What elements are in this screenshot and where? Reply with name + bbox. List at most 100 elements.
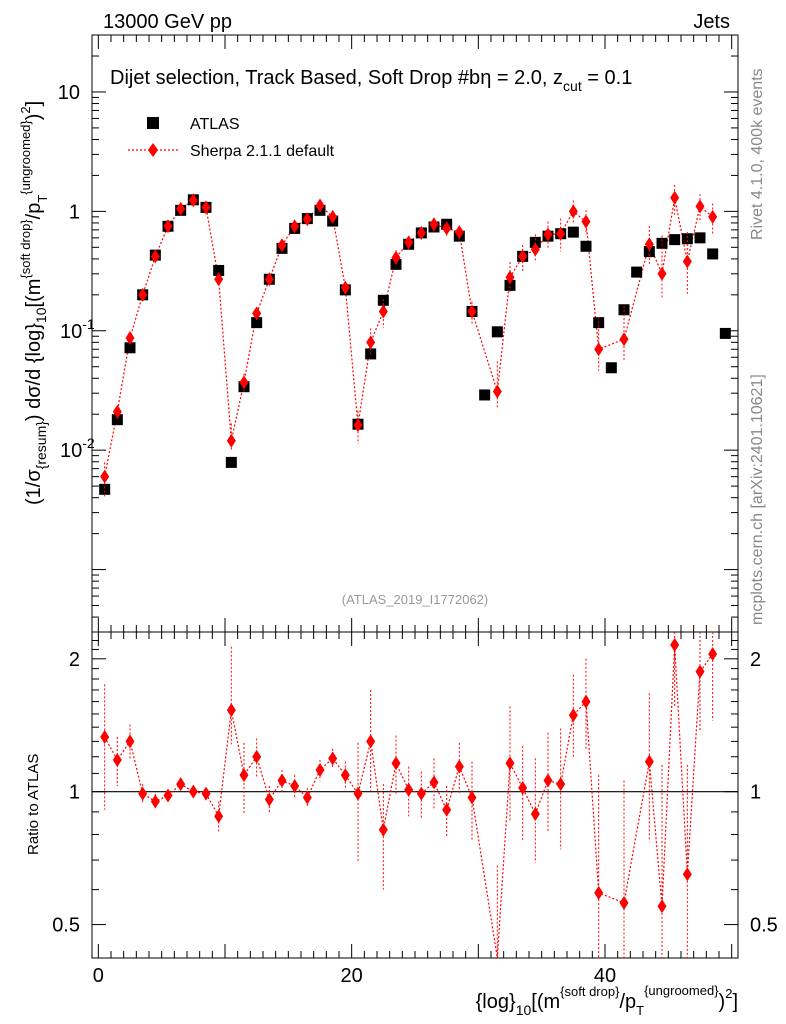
- atlas-point: [707, 248, 719, 260]
- sherpa-point: [125, 330, 135, 345]
- atlas-point: [99, 483, 111, 495]
- ratio-point: [378, 822, 388, 837]
- atlas-point: [504, 279, 516, 291]
- ratio-point: [290, 779, 300, 794]
- y-tick-label: 10-2: [60, 435, 95, 462]
- sherpa-point: [302, 212, 312, 227]
- ratio-point: [112, 752, 122, 767]
- ratio-point: [239, 768, 249, 783]
- ratio-point: [670, 637, 680, 652]
- sherpa-point: [328, 209, 338, 224]
- sherpa-point: [594, 342, 604, 357]
- legend-sherpa-label: Sherpa 2.1.1 default: [190, 143, 335, 160]
- y-tick-label: 10: [58, 82, 80, 104]
- sherpa-point: [214, 272, 224, 287]
- sherpa-point: [467, 304, 477, 319]
- ratio-point: [505, 756, 515, 771]
- y-tick-label: 10-1: [60, 316, 95, 343]
- sherpa-point: [252, 306, 262, 321]
- sherpa-point: [543, 227, 553, 242]
- ratio-point: [340, 768, 350, 783]
- ratio-point: [188, 784, 198, 799]
- sherpa-point: [150, 249, 160, 264]
- sherpa-point: [657, 266, 667, 281]
- ratio-tick-label-left: 1: [69, 782, 80, 804]
- sherpa-point: [492, 384, 502, 399]
- sherpa-point: [581, 214, 591, 229]
- sherpa-point: [264, 272, 274, 287]
- ratio-points: [100, 632, 718, 959]
- x-tick-label: 0: [93, 965, 104, 987]
- sherpa-point: [708, 209, 718, 224]
- atlas-point: [694, 232, 706, 244]
- atlas-points: [99, 194, 731, 495]
- ratio-point: [518, 780, 528, 795]
- legend-atlas-marker: [147, 117, 159, 129]
- sherpa-point: [277, 238, 287, 253]
- sherpa-point: [391, 250, 401, 265]
- ratio-point: [429, 775, 439, 790]
- ratio-point: [416, 786, 426, 801]
- ratio-point: [353, 786, 363, 801]
- sherpa-point: [239, 375, 249, 390]
- ratio-tick-label-right: 2: [750, 649, 761, 671]
- sherpa-point: [556, 226, 566, 241]
- ratio-point: [594, 885, 604, 900]
- ratio-point: [163, 788, 173, 803]
- atlas-point: [479, 389, 491, 401]
- ratio-point: [226, 703, 236, 718]
- ratio-point: [708, 647, 718, 662]
- ratio-point: [252, 749, 262, 764]
- ratio-point: [682, 867, 692, 882]
- ratio-point: [277, 773, 287, 788]
- sherpa-point: [505, 270, 515, 285]
- rivet-label: Rivet 4.1.0, 400k events: [749, 68, 766, 240]
- sherpa-point: [138, 287, 148, 302]
- y-axis-label: (1/σ{resum}) dσ/d {log}10[(m{soft drop}/…: [18, 101, 50, 505]
- sherpa-point: [518, 249, 528, 264]
- atlas-point: [656, 237, 668, 249]
- axis-ticks: 0 20 40 10-2 10-1 1 10 0.5 0.5 1 1 2 2: [52, 34, 778, 987]
- sherpa-point: [226, 433, 236, 448]
- sherpa-point: [366, 335, 376, 350]
- sherpa-point: [188, 193, 198, 208]
- ratio-point: [695, 664, 705, 679]
- ratio-point: [568, 708, 578, 723]
- sherpa-point: [682, 254, 692, 269]
- x-tick-label: 40: [594, 965, 616, 987]
- ratio-point: [581, 694, 591, 709]
- y-tick-label: 1: [69, 201, 80, 223]
- ratio-point: [657, 899, 667, 914]
- ratio-point: [328, 751, 338, 766]
- sherpa-point: [163, 219, 173, 234]
- ratio-point: [391, 756, 401, 771]
- sherpa-point: [353, 418, 363, 433]
- atlas-point: [605, 362, 617, 374]
- atlas-point: [580, 240, 592, 252]
- ratio-line: [104, 644, 714, 959]
- sherpa-point: [442, 221, 452, 236]
- sherpa-point: [378, 304, 388, 319]
- atlas-point: [213, 264, 225, 276]
- sherpa-point: [290, 219, 300, 234]
- sherpa-point: [416, 225, 426, 240]
- ratio-y-axis-label: Ratio to ATLAS: [25, 754, 42, 855]
- analysis-watermark: (ATLAS_2019_I1772062): [342, 592, 488, 607]
- ratio-point: [543, 773, 553, 788]
- main-plot-frame: [91, 34, 739, 633]
- sherpa-point: [100, 469, 110, 484]
- ratio-tick-label-right: 0.5: [750, 915, 778, 937]
- sherpa-point: [315, 198, 325, 213]
- atlas-point: [681, 233, 693, 245]
- ratio-point: [467, 790, 477, 805]
- sherpa-points: [100, 185, 718, 497]
- atlas-point: [251, 317, 263, 329]
- ratio-tick-label-left: 2: [69, 649, 80, 671]
- sherpa-point: [112, 404, 122, 419]
- ratio-tick-label-left: 0.5: [52, 915, 80, 937]
- sherpa-line: [104, 197, 714, 477]
- atlas-point: [225, 456, 237, 468]
- ratio-point: [530, 807, 540, 822]
- ratio-point: [150, 794, 160, 809]
